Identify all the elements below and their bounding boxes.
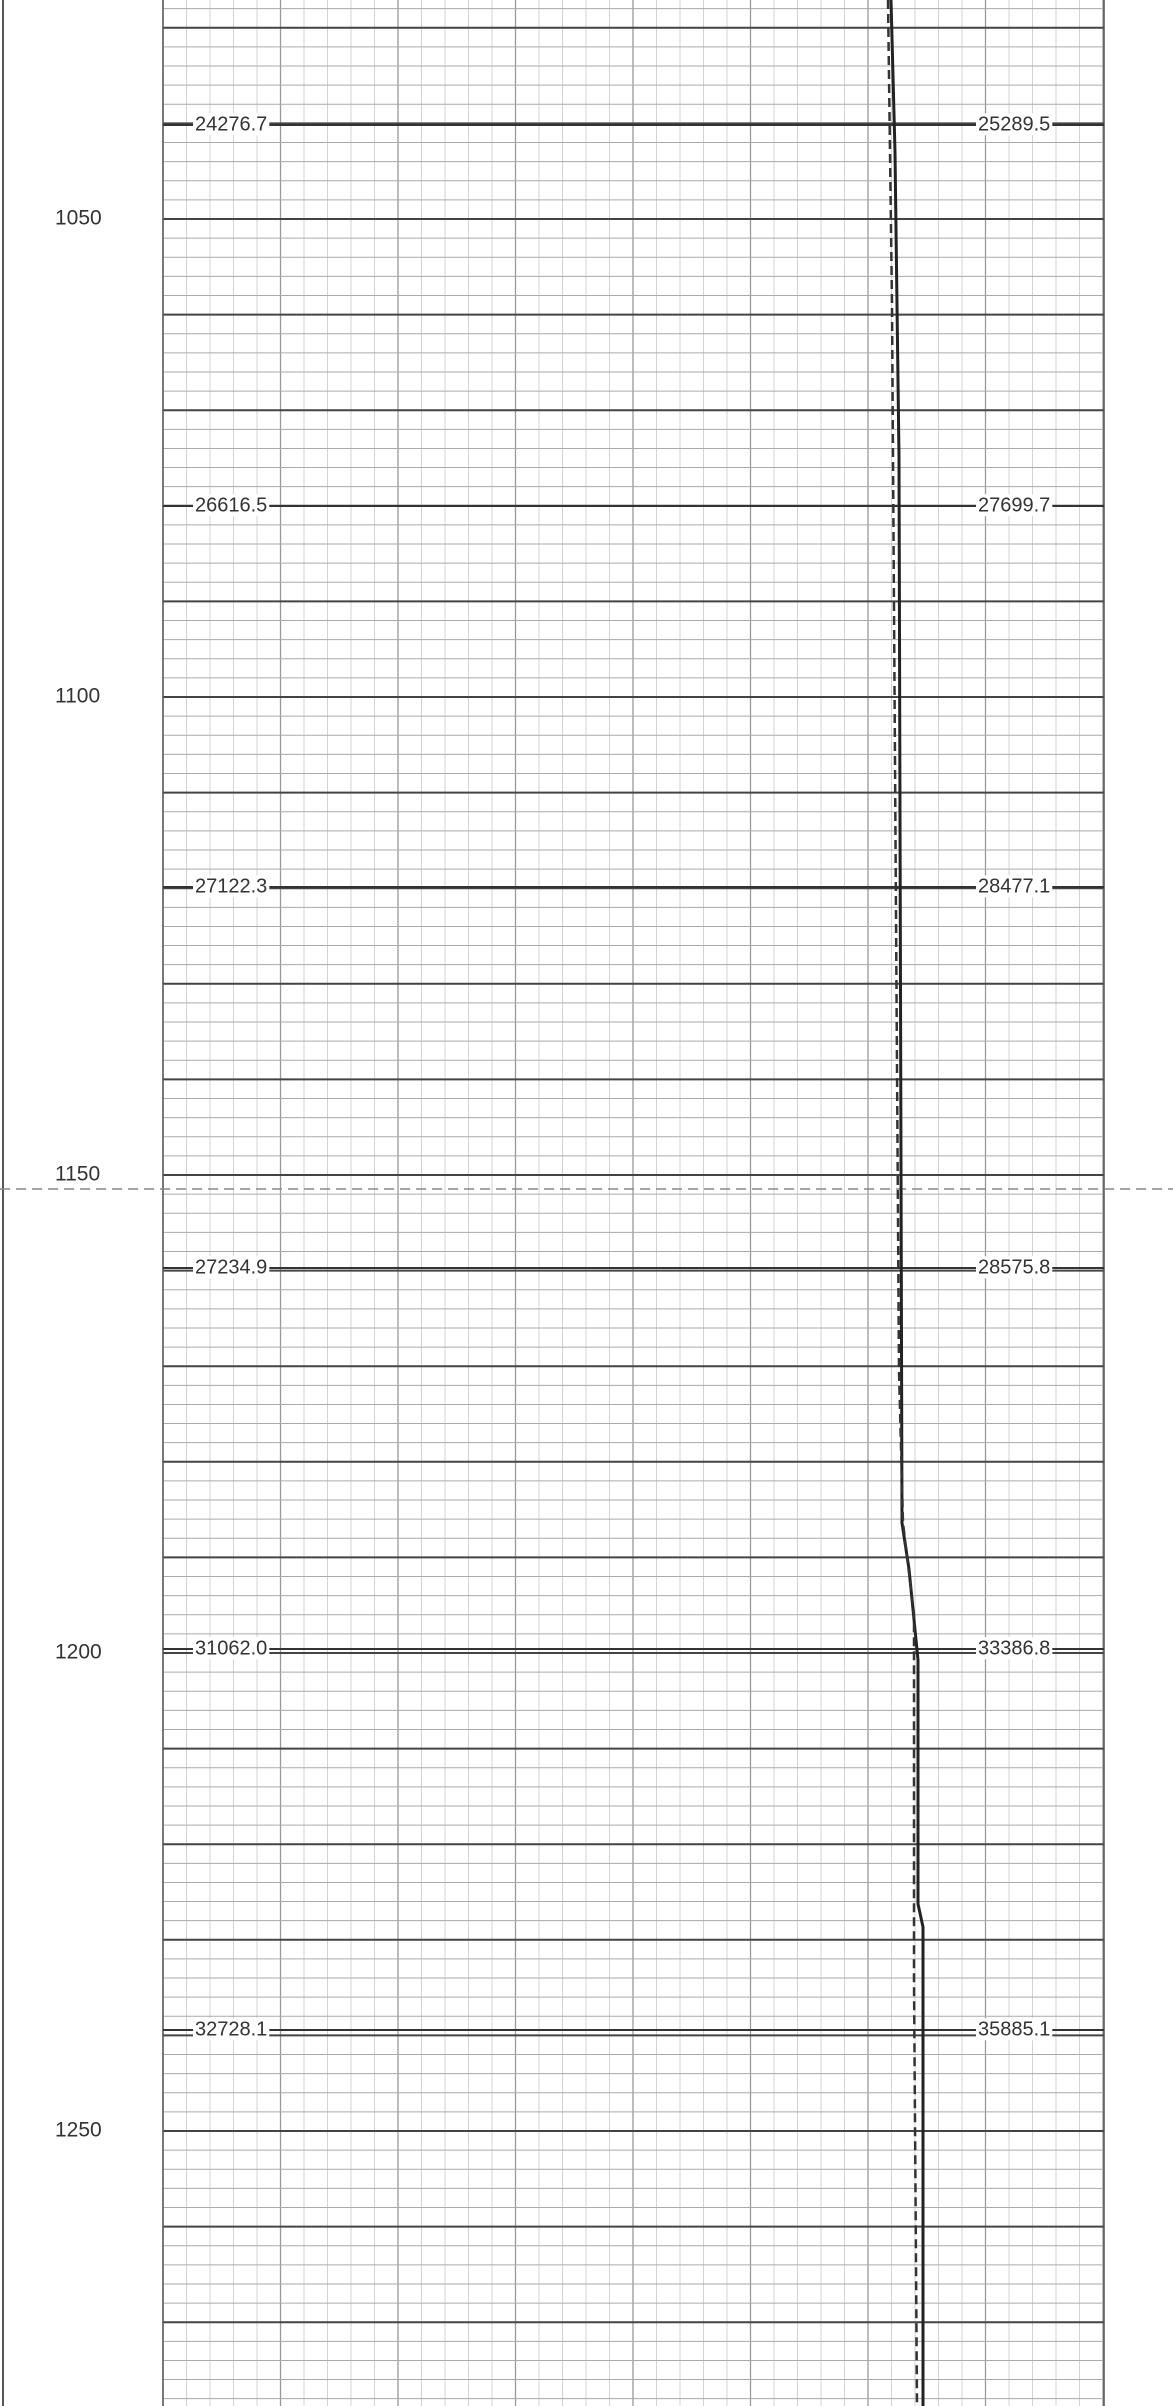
annotation-bg <box>976 875 1053 898</box>
annotation-right: 25289.5 <box>978 113 1050 135</box>
depth-label: 1100 <box>55 685 100 708</box>
grid <box>162 0 1105 2406</box>
annotation-right: 28575.8 <box>978 1256 1050 1278</box>
annotation-left: 32728.1 <box>195 2018 267 2040</box>
annotation-bg <box>976 2018 1053 2041</box>
solid-curve <box>889 0 925 2406</box>
annotation-left: 31062.0 <box>195 1637 267 1659</box>
depth-label: 1200 <box>55 1641 102 1664</box>
dashed-curve <box>886 0 919 2406</box>
annotation-bg <box>976 494 1053 517</box>
annotation-bg <box>193 1637 270 1660</box>
annotation-bg <box>193 2018 270 2041</box>
annotation-left: 27122.3 <box>195 875 267 897</box>
depth-labels: 1050 1100 1150 1200 1250 <box>55 207 102 2142</box>
annotation-bg <box>193 1256 270 1279</box>
annotations: 24276.7 25289.5 26616.5 27699.7 27122.3 28477… <box>163 113 1104 2041</box>
depth-label: 1150 <box>55 1163 100 1186</box>
annotation-right: 35885.1 <box>978 2018 1050 2040</box>
annotation-bg <box>976 113 1053 136</box>
annotation-bg <box>976 1637 1053 1660</box>
annotation-left: 27234.9 <box>195 1256 267 1278</box>
annotation-left: 24276.7 <box>195 113 267 135</box>
annotation-right: 28477.1 <box>978 875 1050 897</box>
annotation-right: 33386.8 <box>978 1637 1050 1659</box>
annotation-bg <box>976 1256 1053 1279</box>
depth-label: 1050 <box>55 207 102 230</box>
annotation-bg <box>193 494 270 517</box>
annotation-left: 26616.5 <box>195 494 267 516</box>
annotation-bg <box>193 875 270 898</box>
depth-label: 1250 <box>55 2119 102 2142</box>
annotation-right: 27699.7 <box>978 494 1050 516</box>
annotation-bg <box>193 113 270 136</box>
